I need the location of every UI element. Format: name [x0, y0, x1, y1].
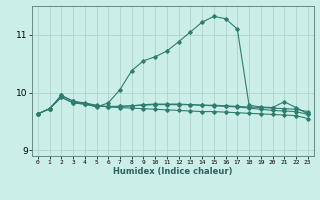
X-axis label: Humidex (Indice chaleur): Humidex (Indice chaleur): [113, 167, 233, 176]
